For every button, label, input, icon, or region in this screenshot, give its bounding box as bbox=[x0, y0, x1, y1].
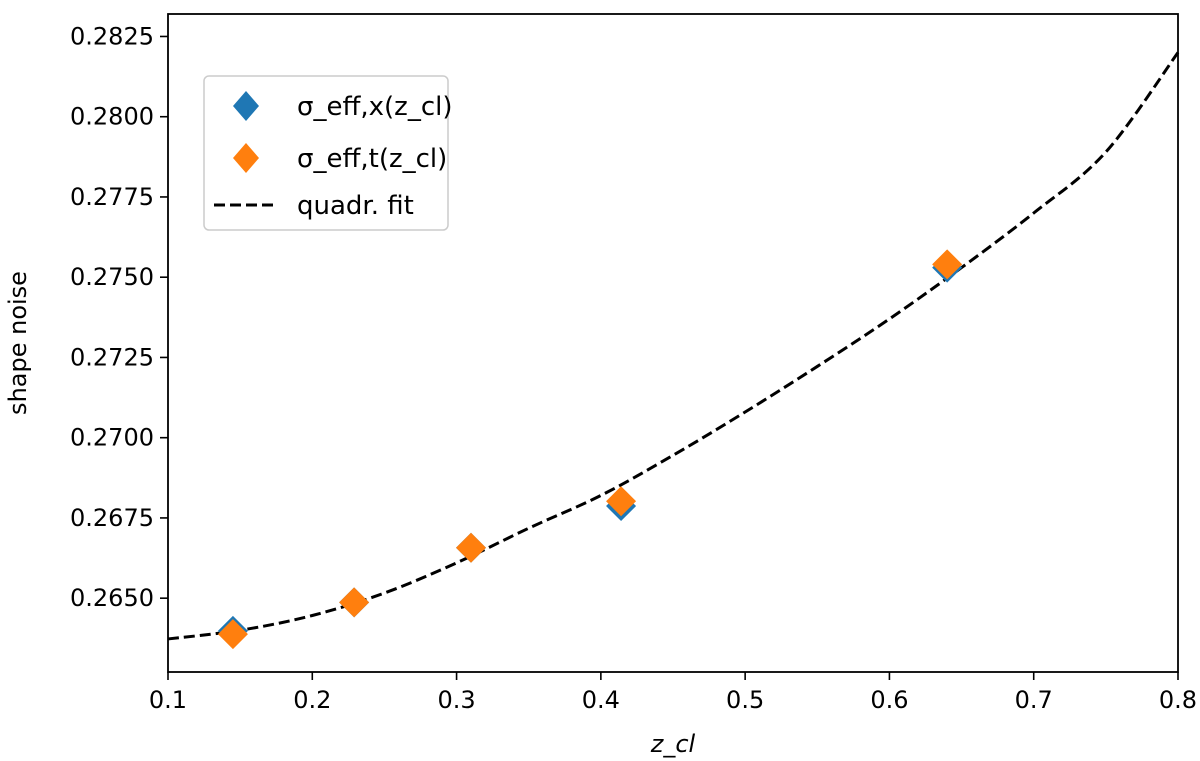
sigma-eff-t-point bbox=[932, 249, 963, 280]
sigma-eff-t-point bbox=[456, 532, 486, 563]
legend-label-t: σ_eff,t(z_cl) bbox=[297, 144, 447, 174]
x-tick-label: 0.6 bbox=[870, 686, 908, 714]
legend-marker-x bbox=[233, 91, 259, 121]
legend: σ_eff,x(z_cl) σ_eff,t(z_cl) quadr. fit bbox=[203, 75, 453, 231]
y-tick-label: 0.2650 bbox=[70, 584, 154, 612]
y-tick-label: 0.2775 bbox=[70, 183, 154, 211]
ticks-layer: 0.1 0.2 0.3 0.4 0.5 0.6 0.7 0.8 0.2650 0.2675 0.27… bbox=[70, 22, 1197, 714]
legend-marker-t bbox=[233, 143, 259, 173]
y-tick-label: 0.2800 bbox=[70, 103, 154, 131]
legend-box bbox=[203, 75, 449, 231]
y-tick-label: 0.2675 bbox=[70, 504, 154, 532]
x-tick-label: 0.8 bbox=[1159, 686, 1197, 714]
x-tick-label: 0.7 bbox=[1015, 686, 1053, 714]
y-tick-label: 0.2700 bbox=[70, 424, 154, 452]
x-tick-label: 0.4 bbox=[582, 686, 620, 714]
y-tick-label: 0.2725 bbox=[70, 343, 154, 371]
x-tick-label: 0.1 bbox=[149, 686, 187, 714]
series-layer bbox=[167, 51, 1180, 650]
x-tick-label: 0.3 bbox=[437, 686, 475, 714]
y-tick-label: 0.2825 bbox=[70, 22, 154, 50]
legend-label-fit: quadr. fit bbox=[297, 191, 414, 221]
y-tick-label: 0.2750 bbox=[70, 263, 154, 291]
x-tick-label: 0.5 bbox=[726, 686, 764, 714]
legend-label-x: σ_eff,x(z_cl) bbox=[297, 92, 453, 122]
x-tick-label: 0.2 bbox=[293, 686, 331, 714]
y-axis-label: shape noise bbox=[4, 271, 32, 415]
plot-frame bbox=[167, 13, 1179, 673]
sigma-eff-t-point bbox=[339, 587, 370, 618]
sigma-eff-t-point bbox=[217, 619, 248, 650]
sigma-eff-t-point bbox=[606, 486, 637, 517]
x-axis-label: z_cl bbox=[650, 730, 696, 758]
